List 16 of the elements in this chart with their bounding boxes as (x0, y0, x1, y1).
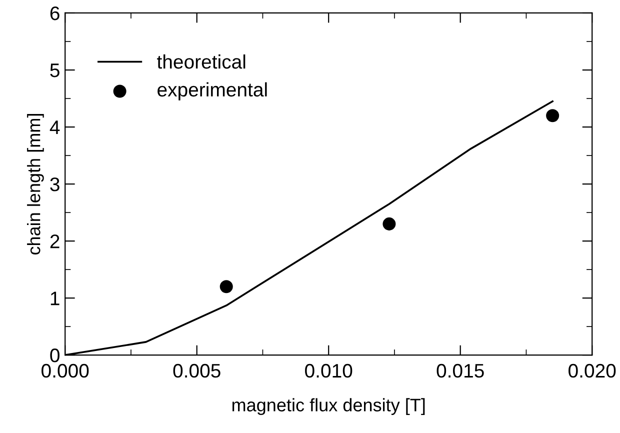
y-tick-label: 4 (50, 120, 60, 134)
y-tick-label: 0 (50, 348, 60, 362)
legend-label: experimental (158, 82, 267, 100)
y-tick-label: 3 (50, 177, 60, 192)
x-axis-title: magnetic flux density [T] (232, 398, 425, 416)
legend-label: theoretical (157, 54, 246, 69)
y-tick-label: 6 (50, 6, 60, 20)
y-tick-label: 5 (50, 64, 60, 78)
x-tick-label: 0.005 (173, 364, 220, 378)
y-tick-label: 2 (50, 234, 60, 248)
x-tick-label: 0.010 (305, 364, 352, 378)
x-tick-label: 0.020 (568, 364, 616, 378)
y-tick-label: 1 (50, 292, 60, 306)
y-axis-title: chain length [mm] (27, 114, 44, 255)
x-tick-label: 0.015 (436, 364, 484, 378)
x-tick-label: 0.000 (42, 364, 89, 378)
